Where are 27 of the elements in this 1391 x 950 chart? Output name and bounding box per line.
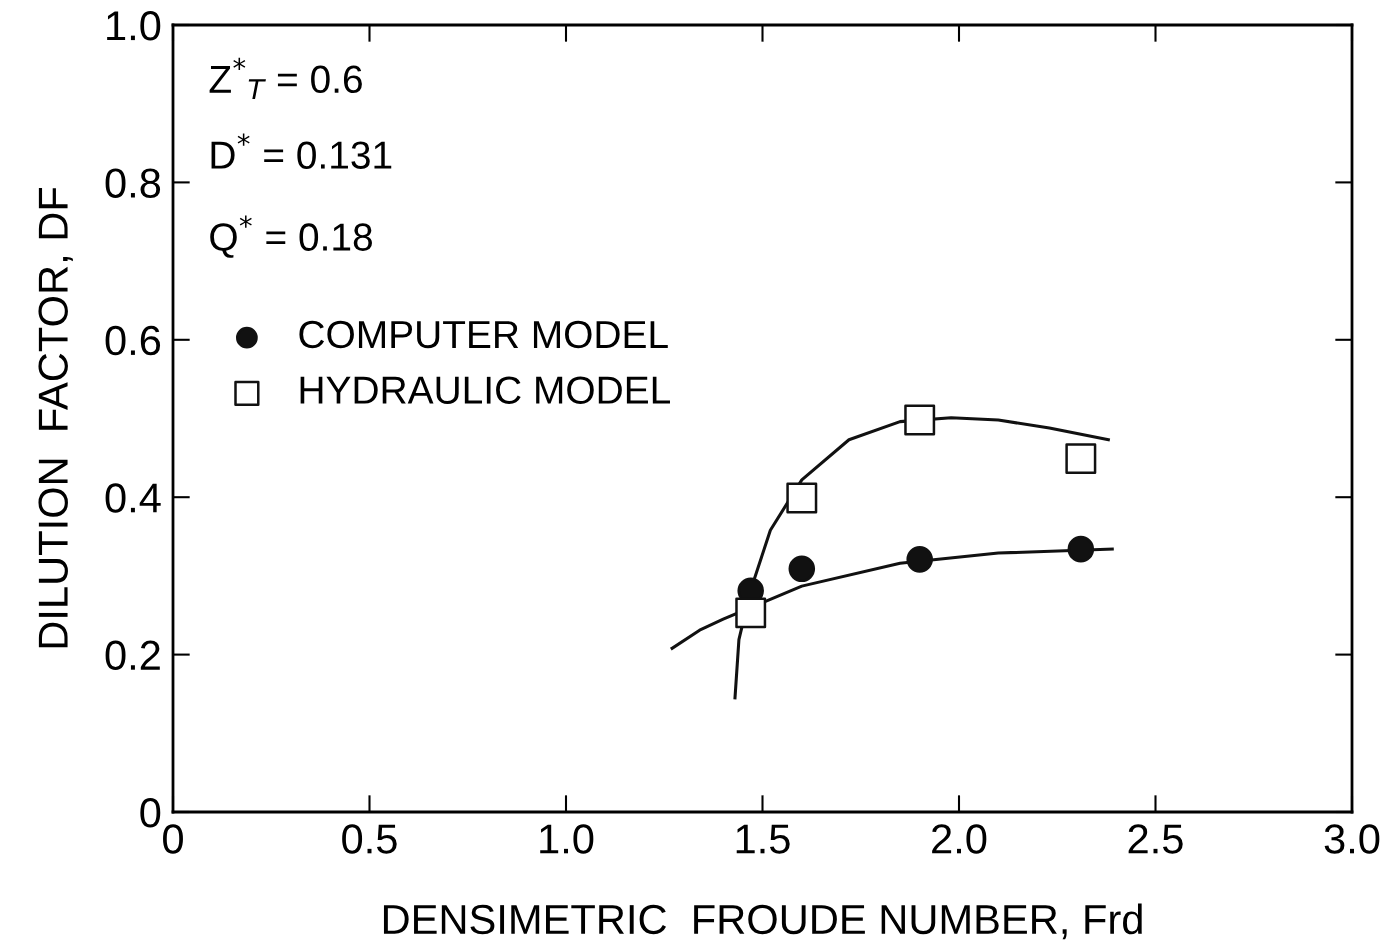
y-tick-label: 0 (140, 798, 161, 828)
point (786, 482, 818, 514)
x-axis-title: DENSIMETRIC FROUDE NUMBER, Frd (383, 903, 1142, 940)
y-tick-label: 0.4 (105, 483, 161, 513)
legend-label: COMPUTER MODEL (299, 320, 668, 349)
y-tick-label: 0.6 (105, 325, 161, 356)
point (788, 555, 816, 583)
y-tick-label: 0.2 (105, 640, 160, 671)
y-axis-title: DILUTION FACTOR, DF (38, 187, 73, 648)
x-tick-label: 2.5 (1128, 824, 1183, 854)
annotation: D$^{*}$ = 0.131 (211, 133, 392, 169)
point (904, 404, 936, 436)
x-tick-label: 1.5 (736, 824, 790, 854)
x-tick-label: 2.0 (932, 824, 987, 854)
point (1065, 443, 1097, 475)
point (906, 546, 933, 573)
annotation: Q$^{*}$ = 0.18 (210, 215, 372, 258)
point (1067, 535, 1095, 563)
x-tick-label: 3.0 (1324, 824, 1380, 854)
x-tick-label: 0.5 (342, 824, 397, 854)
x-tick-label: 1.0 (540, 824, 594, 854)
x-tick-label: 0 (163, 824, 183, 854)
annotation: Z$^{*}$$_{T}$ = 0.6 (209, 57, 362, 100)
y-tick-label: 1.0 (107, 11, 161, 41)
legend-label: HYDRAULIC MODEL (300, 376, 670, 404)
point (735, 597, 767, 629)
y-tick-label: 0.8 (105, 168, 161, 198)
